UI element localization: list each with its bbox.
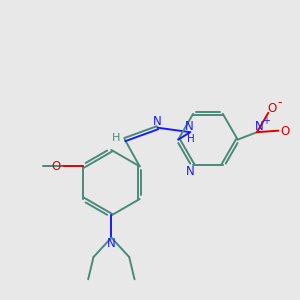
Text: H: H xyxy=(187,134,195,144)
Text: +: + xyxy=(262,116,271,126)
Text: N: N xyxy=(255,120,263,133)
Text: H: H xyxy=(112,133,121,143)
Text: O: O xyxy=(51,160,60,173)
Text: N: N xyxy=(107,237,116,250)
Text: O: O xyxy=(280,125,289,138)
Text: N: N xyxy=(186,165,195,178)
Text: O: O xyxy=(267,102,277,115)
Text: N: N xyxy=(153,115,162,128)
Text: -: - xyxy=(277,96,282,109)
Text: N: N xyxy=(185,120,194,133)
